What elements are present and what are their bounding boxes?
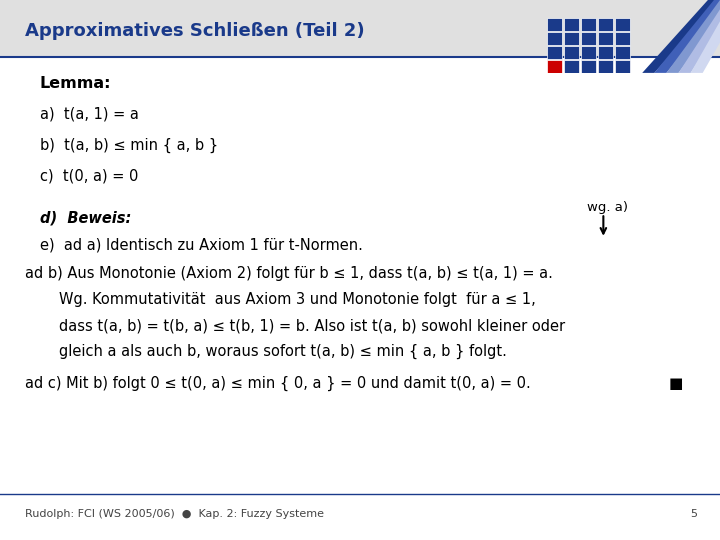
Text: c)  t(0, a) = 0: c) t(0, a) = 0 — [40, 168, 138, 184]
Bar — [564, 60, 580, 73]
Bar — [615, 60, 630, 73]
Bar — [581, 60, 596, 73]
Bar — [547, 60, 562, 73]
Bar — [547, 46, 562, 59]
Text: ■: ■ — [668, 376, 683, 391]
Bar — [581, 46, 596, 59]
Text: wg. a): wg. a) — [587, 201, 628, 214]
Text: ad b) Aus Monotonie (Axiom 2) folgt für b ≤ 1, dass t(a, b) ≤ t(a, 1) = a.: ad b) Aus Monotonie (Axiom 2) folgt für … — [25, 266, 553, 281]
Bar — [615, 46, 630, 59]
Text: 5: 5 — [690, 509, 697, 519]
Text: dass t(a, b) = t(b, a) ≤ t(b, 1) = b. Also ist t(a, b) sowohl kleiner oder: dass t(a, b) = t(b, a) ≤ t(b, 1) = b. Al… — [59, 318, 565, 333]
Text: b)  t(a, b) ≤ min { a, b }: b) t(a, b) ≤ min { a, b } — [40, 138, 217, 153]
Polygon shape — [678, 0, 720, 73]
Bar — [547, 18, 562, 31]
Polygon shape — [654, 0, 720, 73]
Bar — [598, 32, 613, 45]
Bar — [581, 32, 596, 45]
Text: ad c) Mit b) folgt 0 ≤ t(0, a) ≤ min { 0, a } = 0 und damit t(0, a) = 0.: ad c) Mit b) folgt 0 ≤ t(0, a) ≤ min { 0… — [25, 376, 531, 391]
Bar — [598, 46, 613, 59]
Text: Approximatives Schließen (Teil 2): Approximatives Schließen (Teil 2) — [25, 22, 365, 40]
Polygon shape — [690, 0, 720, 73]
Bar — [615, 32, 630, 45]
Bar — [598, 60, 613, 73]
Text: e)  ad a) Identisch zu Axiom 1 für t-Normen.: e) ad a) Identisch zu Axiom 1 für t-Norm… — [40, 237, 362, 252]
Bar — [581, 18, 596, 31]
Polygon shape — [642, 0, 720, 73]
Bar — [615, 18, 630, 31]
Text: gleich a als auch b, woraus sofort t(a, b) ≤ min { a, b } folgt.: gleich a als auch b, woraus sofort t(a, … — [59, 344, 507, 359]
Bar — [547, 32, 562, 45]
Polygon shape — [667, 0, 720, 73]
Text: Lemma:: Lemma: — [40, 76, 111, 91]
Bar — [0, 0, 720, 57]
Bar — [564, 18, 580, 31]
Text: Wg. Kommutativität  aus Axiom 3 und Monotonie folgt  für a ≤ 1,: Wg. Kommutativität aus Axiom 3 und Monot… — [59, 292, 536, 307]
Text: Rudolph: FCI (WS 2005/06)  ●  Kap. 2: Fuzzy Systeme: Rudolph: FCI (WS 2005/06) ● Kap. 2: Fuzz… — [25, 509, 324, 519]
Text: a)  t(a, 1) = a: a) t(a, 1) = a — [40, 107, 138, 122]
Text: d)  Beweis:: d) Beweis: — [40, 211, 131, 226]
Bar — [564, 32, 580, 45]
Bar — [564, 46, 580, 59]
Bar — [598, 18, 613, 31]
